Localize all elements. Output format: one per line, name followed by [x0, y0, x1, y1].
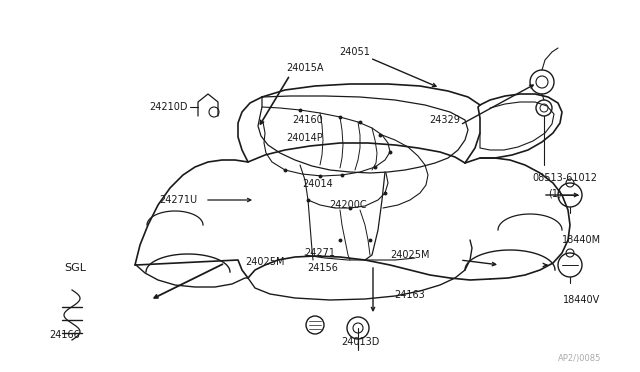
- Circle shape: [558, 253, 582, 277]
- Text: SGL: SGL: [64, 263, 86, 273]
- Text: 08513-61012: 08513-61012: [532, 173, 598, 183]
- Text: 24271U: 24271U: [159, 195, 197, 205]
- Text: 18440M: 18440M: [563, 235, 602, 245]
- Text: 24163: 24163: [395, 290, 426, 300]
- Text: 24014: 24014: [303, 179, 333, 189]
- Text: 24271: 24271: [305, 248, 335, 258]
- Text: 24025M: 24025M: [390, 250, 429, 260]
- Text: 24015A: 24015A: [286, 63, 324, 73]
- Text: 24210D: 24210D: [148, 102, 188, 112]
- Text: 24013D: 24013D: [341, 337, 379, 347]
- Text: 24156: 24156: [308, 263, 339, 273]
- Text: 24025M: 24025M: [245, 257, 285, 267]
- Text: 24200C: 24200C: [329, 200, 367, 210]
- Text: AP2/)0085: AP2/)0085: [558, 353, 602, 362]
- Text: 24014P: 24014P: [287, 133, 323, 143]
- Text: 18440V: 18440V: [563, 295, 600, 305]
- Text: 24166: 24166: [50, 330, 81, 340]
- Circle shape: [558, 183, 582, 207]
- Text: (1): (1): [548, 188, 562, 198]
- Text: 24051: 24051: [340, 47, 371, 57]
- Text: 24160: 24160: [292, 115, 323, 125]
- Text: 24329: 24329: [429, 115, 460, 125]
